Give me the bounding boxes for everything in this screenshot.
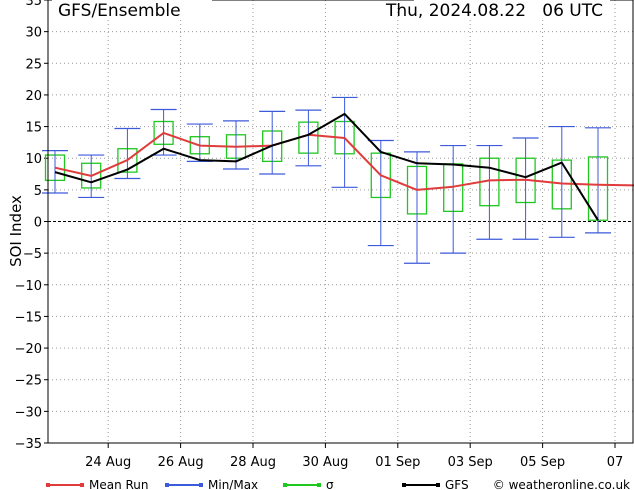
series-line-mean-run xyxy=(54,131,634,191)
x-tick-label: 30 Aug xyxy=(302,455,348,470)
y-tick-label: 20 xyxy=(25,89,42,104)
x-tick-label: 03 Sep xyxy=(448,455,493,470)
y-tick-label: 35 xyxy=(25,0,42,9)
x-tick-label: 24 Aug xyxy=(85,455,131,470)
y-tick-label: −10 xyxy=(15,279,42,294)
x-tick-label: 01 Sep xyxy=(375,455,420,470)
legend-swatch-end xyxy=(317,483,321,487)
legend-label: σ xyxy=(326,478,334,490)
legend: Mean Run Min/Max σ GFS xyxy=(46,478,469,490)
y-tick-label: −30 xyxy=(15,405,42,420)
legend-label: GFS xyxy=(445,478,469,490)
legend-label: Min/Max xyxy=(208,478,258,490)
y-tick-label: 5 xyxy=(34,184,42,199)
plot-frame xyxy=(47,0,634,444)
chart-datetime: Thu, 2024.08.22 06 UTC xyxy=(385,1,603,21)
legend-swatch-end xyxy=(199,483,203,487)
y-axis: −35 −30 −25 −20 −15 −10 −5 0 5 10 15 20 25 30 35 xyxy=(15,0,48,452)
series-lines xyxy=(54,112,634,221)
y-tick-label: 30 xyxy=(25,26,42,41)
x-tick-label: 28 Aug xyxy=(230,455,276,470)
legend-label: Mean Run xyxy=(89,478,149,490)
x-tick-label: 07 xyxy=(607,455,624,470)
x-tick-label: 26 Aug xyxy=(158,455,204,470)
datetime-background xyxy=(414,0,610,19)
y-tick-label: −5 xyxy=(23,247,42,262)
legend-swatch-end xyxy=(46,483,50,487)
y-tick-label: 0 xyxy=(34,216,42,231)
y-tick-label: −20 xyxy=(15,342,42,357)
legend-swatch-end xyxy=(80,483,84,487)
minmax-whiskers xyxy=(42,96,611,264)
y-axis-label: SOI Index xyxy=(7,195,25,267)
y-tick-label: 25 xyxy=(25,57,42,72)
legend-swatch-end xyxy=(165,483,169,487)
y-tick-label: 15 xyxy=(25,121,42,136)
y-tick-label: −25 xyxy=(15,374,42,389)
series-line-gfs xyxy=(54,112,599,221)
chart-title: GFS/Ensemble xyxy=(58,1,181,21)
y-tick-label: 10 xyxy=(25,152,42,167)
legend-swatch-end xyxy=(402,483,406,487)
legend-swatch-end xyxy=(283,483,287,487)
x-axis: 24 Aug 26 Aug 28 Aug 30 Aug 01 Sep 03 Sep 05 S… xyxy=(85,443,623,470)
credit-text: © weatheronline.co.uk xyxy=(493,478,630,490)
y-tick-label: −15 xyxy=(15,310,42,325)
x-tick-label: 05 Sep xyxy=(520,455,565,470)
legend-swatch-end xyxy=(436,483,440,487)
y-tick-label: −35 xyxy=(15,437,42,452)
title-background xyxy=(52,0,212,19)
grid xyxy=(48,0,633,444)
